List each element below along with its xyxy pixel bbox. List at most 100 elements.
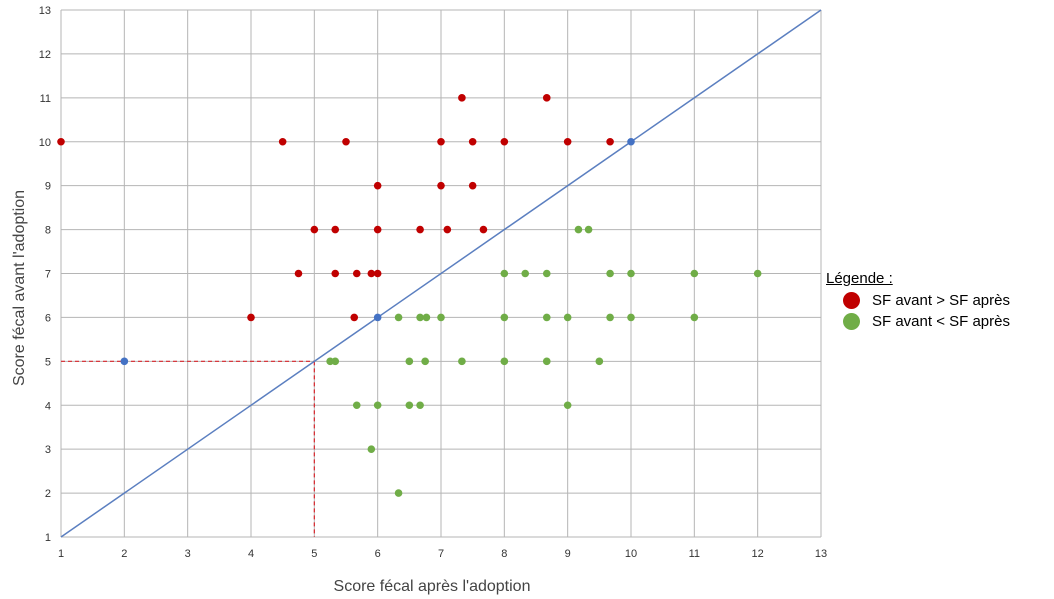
x-tick-label-13: 13 bbox=[815, 548, 827, 560]
grid bbox=[60, 9, 822, 538]
legend-marker-green bbox=[843, 313, 860, 330]
point-red-8 bbox=[458, 94, 466, 102]
y-tick-label-1: 1 bbox=[45, 532, 51, 544]
point-red-3 bbox=[437, 137, 445, 146]
point-green-8 bbox=[753, 269, 762, 278]
y-tick-label-5: 5 bbox=[45, 356, 51, 368]
point-green-16 bbox=[606, 313, 614, 322]
legend-label-green: SF avant < SF après bbox=[872, 313, 1010, 330]
point-red-23 bbox=[373, 269, 382, 278]
legend-title: Légende : bbox=[826, 270, 893, 287]
point-green-32 bbox=[367, 445, 376, 453]
point-red-13 bbox=[310, 225, 319, 234]
y-tick-label-10: 10 bbox=[39, 137, 51, 149]
point-green-24 bbox=[500, 357, 509, 366]
point-red-14 bbox=[331, 225, 340, 234]
point-green-1 bbox=[584, 225, 593, 234]
point-red-1 bbox=[278, 137, 287, 146]
point-green-11 bbox=[422, 313, 431, 322]
point-green-2 bbox=[500, 269, 509, 278]
y-tick-label-13: 13 bbox=[39, 5, 51, 17]
point-red-17 bbox=[443, 225, 452, 234]
x-tick-label-10: 10 bbox=[625, 548, 637, 560]
legend-marker-red bbox=[843, 292, 860, 309]
x-tick-label-8: 8 bbox=[501, 548, 507, 560]
point-red-21 bbox=[352, 269, 361, 278]
point-red-19 bbox=[294, 269, 303, 278]
point-red-7 bbox=[606, 137, 614, 146]
point-red-0 bbox=[57, 137, 65, 146]
point-red-4 bbox=[468, 137, 477, 146]
legend-label-red: SF avant > SF après bbox=[872, 292, 1010, 309]
point-green-13 bbox=[500, 313, 509, 322]
point-green-4 bbox=[542, 269, 551, 278]
y-tick-label-12: 12 bbox=[39, 49, 51, 61]
point-blue-1 bbox=[373, 313, 382, 322]
y-tick-label-3: 3 bbox=[45, 444, 51, 456]
point-green-7 bbox=[690, 269, 699, 278]
point-red-11 bbox=[437, 181, 445, 190]
point-blue-2 bbox=[627, 137, 635, 146]
point-green-10 bbox=[416, 313, 424, 322]
point-green-22 bbox=[421, 357, 429, 366]
point-red-9 bbox=[542, 94, 551, 102]
point-green-30 bbox=[416, 401, 424, 410]
point-green-23 bbox=[458, 357, 466, 366]
point-red-10 bbox=[373, 181, 382, 190]
point-blue-0 bbox=[120, 357, 129, 366]
y-tick-label-2: 2 bbox=[45, 488, 51, 500]
x-tick-label-1: 1 bbox=[58, 548, 64, 560]
y-tick-label-9: 9 bbox=[45, 181, 51, 193]
point-green-21 bbox=[405, 357, 414, 366]
point-green-9 bbox=[394, 313, 403, 322]
point-red-24 bbox=[247, 313, 255, 322]
x-tick-label-11: 11 bbox=[689, 548, 700, 560]
x-tick-label-12: 12 bbox=[752, 548, 764, 560]
diagonal-line bbox=[60, 9, 822, 538]
y-tick-label-7: 7 bbox=[45, 269, 51, 281]
point-red-15 bbox=[373, 225, 382, 234]
x-tick-label-3: 3 bbox=[185, 548, 191, 560]
x-tick-labels: 1 2 3 4 5 6 7 8 9 10 11 12 13 bbox=[58, 548, 827, 560]
reference-line bbox=[60, 9, 822, 538]
point-green-28 bbox=[373, 401, 382, 410]
x-tick-label-9: 9 bbox=[565, 548, 571, 560]
point-red-6 bbox=[563, 137, 572, 146]
point-green-0 bbox=[574, 225, 583, 234]
y-tick-label-6: 6 bbox=[45, 312, 51, 324]
data-points bbox=[57, 94, 762, 497]
x-tick-label-5: 5 bbox=[311, 548, 317, 560]
point-green-5 bbox=[606, 269, 614, 278]
y-tick-label-11: 11 bbox=[40, 93, 51, 105]
point-green-27 bbox=[352, 401, 361, 410]
legend: Légende : SF avant > SF après SF avant <… bbox=[826, 270, 1010, 332]
point-green-14 bbox=[542, 313, 551, 322]
y-axis-label: Score fécal avant l'adoption bbox=[11, 190, 28, 386]
legend-item-green: SF avant < SF après bbox=[826, 311, 1010, 332]
point-green-25 bbox=[542, 357, 551, 366]
x-axis-label: Score fécal après l'adoption bbox=[334, 578, 531, 595]
x-tick-label-7: 7 bbox=[438, 548, 444, 560]
point-red-20 bbox=[331, 269, 340, 278]
point-green-12 bbox=[437, 313, 445, 322]
point-red-25 bbox=[350, 313, 359, 322]
point-green-33 bbox=[394, 489, 403, 497]
point-green-15 bbox=[563, 313, 572, 322]
threshold-guides bbox=[61, 360, 315, 537]
y-tick-label-8: 8 bbox=[45, 225, 51, 237]
point-green-26 bbox=[595, 357, 604, 366]
point-green-20 bbox=[331, 357, 340, 366]
legend-item-red: SF avant > SF après bbox=[826, 290, 1010, 311]
point-green-18 bbox=[690, 313, 699, 322]
point-green-31 bbox=[563, 401, 572, 410]
point-green-29 bbox=[405, 401, 414, 410]
point-red-5 bbox=[500, 137, 509, 146]
point-red-12 bbox=[468, 181, 477, 190]
x-tick-label-4: 4 bbox=[248, 548, 254, 560]
point-green-3 bbox=[521, 269, 530, 278]
y-tick-label-4: 4 bbox=[45, 400, 51, 412]
point-red-18 bbox=[479, 225, 488, 234]
x-tick-label-6: 6 bbox=[375, 548, 381, 560]
